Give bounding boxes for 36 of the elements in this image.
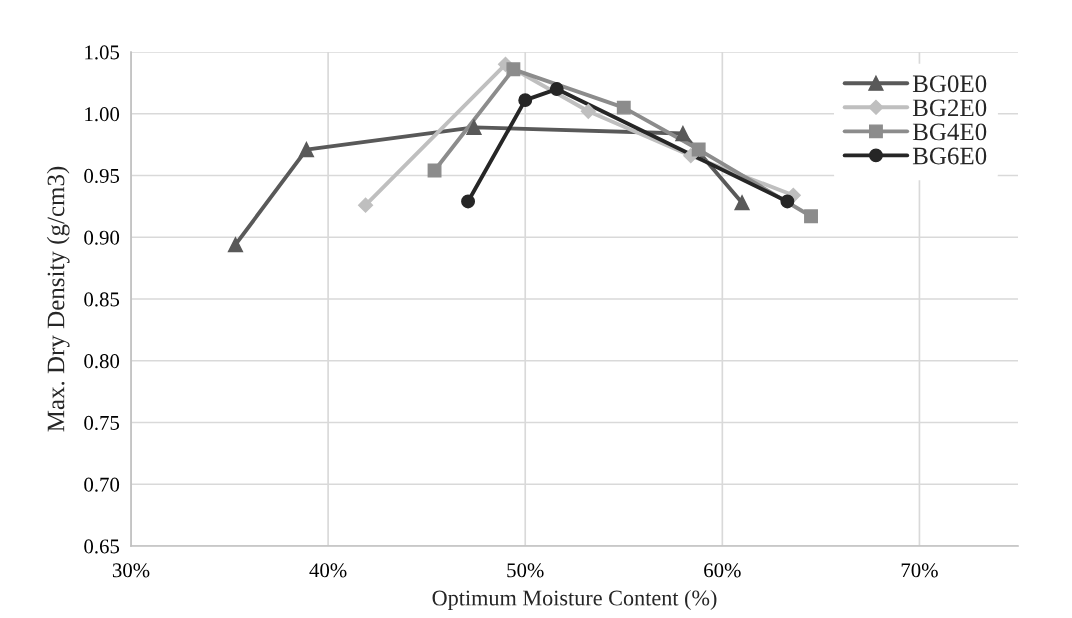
point: [506, 62, 521, 77]
x-axis-title: Optimum Moisture Content (%): [432, 589, 717, 611]
point: [298, 141, 315, 158]
x-tick-label: 50%: [507, 563, 544, 578]
y-tick-label: 0.70: [84, 477, 120, 492]
point: [461, 194, 476, 209]
y-tick-label: 0.65: [84, 539, 120, 554]
y-tick-label: 0.90: [84, 230, 120, 245]
y-axis-title: Max. Dry Density (g/cm3): [46, 166, 70, 432]
point: [691, 142, 706, 157]
y-tick-label: 0.75: [84, 415, 120, 431]
point: [780, 194, 795, 209]
x-tick-label: 30%: [112, 563, 150, 578]
point: [804, 209, 818, 224]
x-tick-label: 40%: [309, 563, 347, 578]
point: [227, 237, 244, 253]
legend-label: BG2E0: [912, 99, 987, 117]
y-tick-label: 1.00: [85, 107, 120, 122]
point: [616, 100, 631, 115]
point: [427, 163, 442, 178]
point: [580, 103, 596, 119]
legend-label: BG0E0: [912, 75, 987, 93]
point: [357, 197, 374, 213]
y-tick-label: 0.85: [84, 292, 120, 307]
point: [549, 82, 564, 96]
x-tick-label: 70%: [901, 563, 938, 578]
point: [734, 195, 750, 211]
point: [466, 119, 482, 135]
point: [518, 93, 533, 108]
legend-label: BG4E0: [912, 123, 987, 141]
point: [675, 125, 691, 142]
y-tick-label: 0.95: [84, 168, 120, 184]
legend-label: BG6E0: [912, 147, 987, 165]
x-tick-label: 60%: [704, 563, 741, 578]
y-tick-label: 0.80: [84, 354, 120, 369]
y-tick-label: 1.05: [85, 45, 120, 60]
